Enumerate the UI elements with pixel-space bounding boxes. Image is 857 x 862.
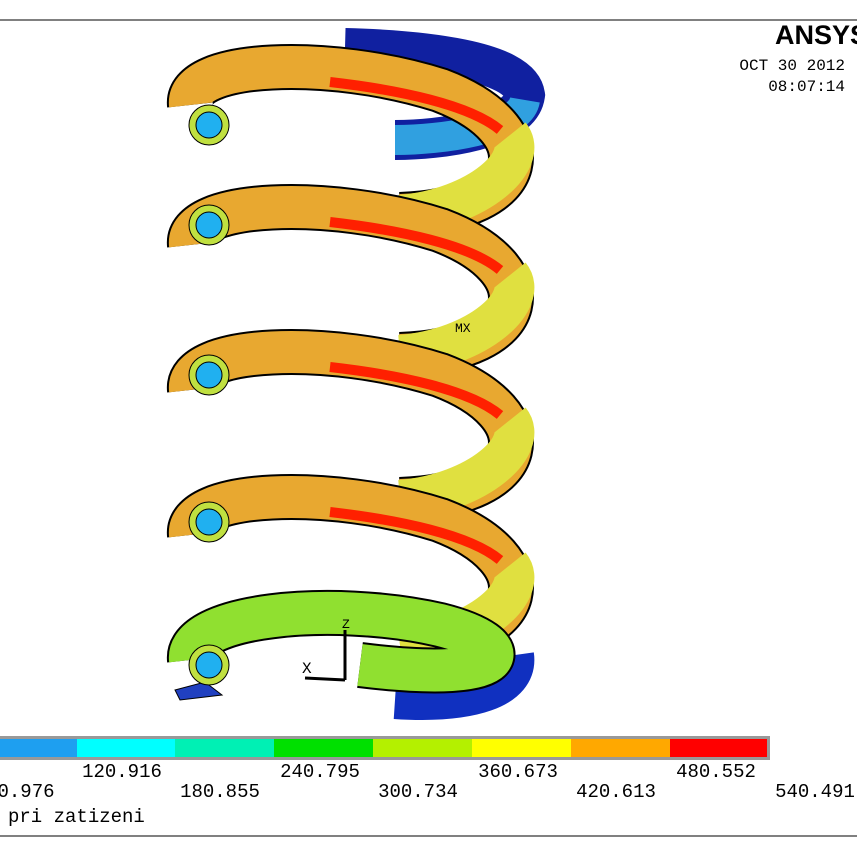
time: 08:07:14 <box>768 78 845 96</box>
cross-section-core <box>195 508 223 536</box>
cross-section-core <box>195 111 223 139</box>
base <box>174 681 224 701</box>
legend-band <box>472 739 571 757</box>
cross-section-core <box>195 211 223 239</box>
legend-band <box>274 739 373 757</box>
coil-front <box>397 262 535 375</box>
coil-hot <box>329 362 504 419</box>
coil <box>169 591 513 692</box>
cross-section-core <box>195 651 223 679</box>
legend: 120.916 240.795 360.673 480.552 0.976 180.855… <box>0 739 855 803</box>
cross-section-core <box>195 361 223 389</box>
legend-label: 120.916 <box>82 761 162 783</box>
axis-line <box>304 676 346 682</box>
legend-label: 480.552 <box>676 761 756 783</box>
legend-label: 360.673 <box>478 761 558 783</box>
spring <box>167 28 546 720</box>
caption: pri zatizeni <box>8 806 145 828</box>
legend-label: 420.613 <box>576 781 656 803</box>
coil-front <box>397 407 535 520</box>
legend-band <box>175 739 274 757</box>
legend-label: 540.491 <box>775 781 855 803</box>
legend-band <box>0 739 77 757</box>
axis-x-label: X <box>302 660 312 678</box>
date: OCT 30 2012 <box>739 57 845 75</box>
coil-end <box>393 652 535 720</box>
legend-band <box>77 739 175 757</box>
legend-label: 300.734 <box>378 781 458 803</box>
legend-band <box>373 739 472 757</box>
coil-hot <box>329 77 504 134</box>
logo: ANSYS <box>775 20 857 50</box>
coil-hot <box>329 507 504 564</box>
coil-hot <box>329 217 504 274</box>
legend-label: 0.976 <box>0 781 55 803</box>
legend-band <box>670 739 767 757</box>
axis-triad: X Z MX <box>302 321 471 682</box>
legend-label: 240.795 <box>280 761 360 783</box>
axis-z-label: Z <box>342 617 350 632</box>
legend-band <box>571 739 670 757</box>
max-marker: MX <box>455 321 471 336</box>
legend-label: 180.855 <box>180 781 260 803</box>
